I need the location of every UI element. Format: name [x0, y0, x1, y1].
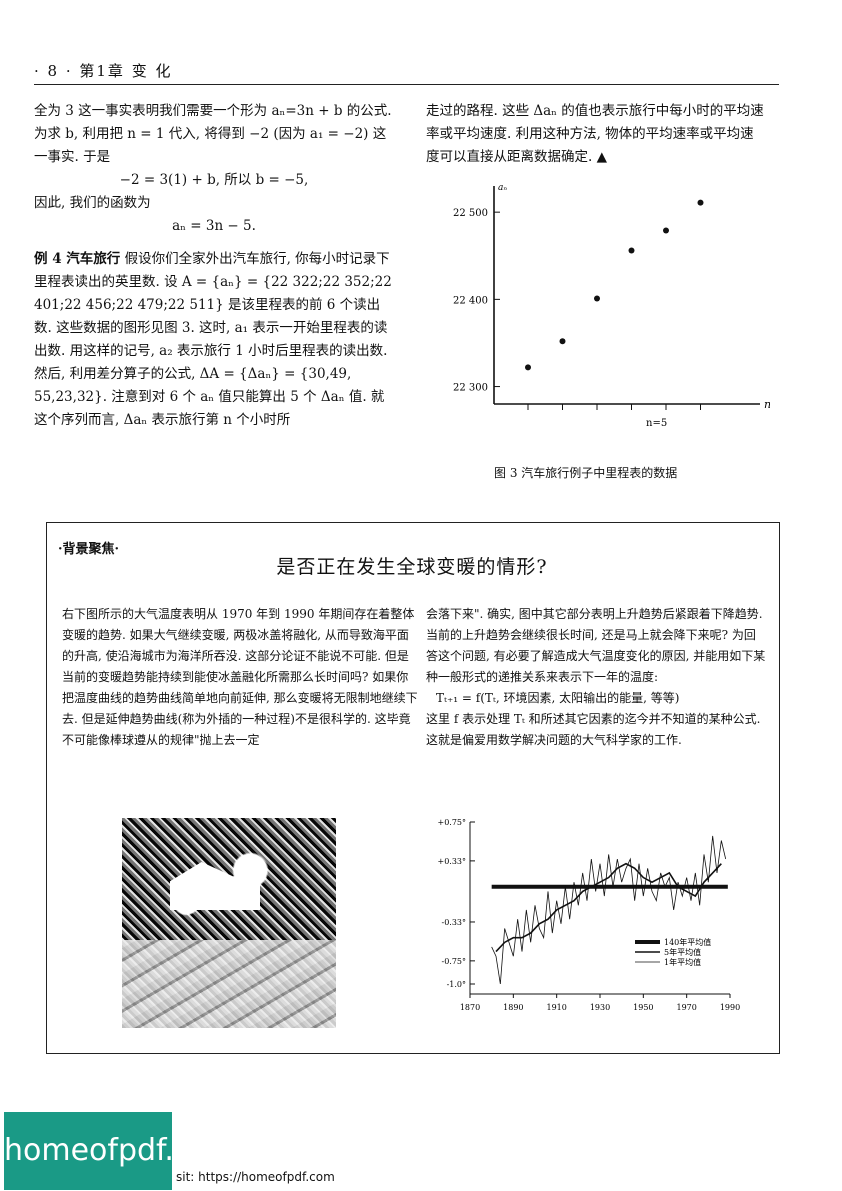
temp-x-tick-label: 1930: [590, 1003, 610, 1012]
legend-label: 5年平均值: [664, 947, 701, 957]
right-column: 走过的路程. 这些 Δaₙ 的值也表示旅行中每小时的平均速率或平均速度. 利用这…: [426, 103, 764, 165]
recurrence-formula: Tₜ₊₁ = f(Tₜ, 环境因素, 太阳输出的能量, 等等): [436, 691, 680, 705]
figure-3-caption: 图 3 汽车旅行例子中里程表的数据: [494, 466, 678, 480]
temp-y-tick-label: +0.33°: [437, 857, 466, 866]
site-url[interactable]: sit: https://homeofpdf.com: [176, 1170, 335, 1184]
temp-x-tick-label: 1870: [460, 1003, 480, 1012]
y-tick-label: 22 300: [453, 383, 488, 394]
left-paragraph-1: 全为 3 这一事实表明我们需要一个形为 aₙ=3n + b 的公式. 为求 b,…: [34, 103, 392, 165]
data-point: [525, 364, 531, 371]
example-4: 例 4 汽车旅行 假设你们全家外出汽车旅行, 你每小时记录下里程表读出的英里数.…: [34, 248, 394, 432]
box-right-paragraph-2: 这里 f 表示处理 Tₜ 和所述其它因素的迄今并不知道的某种公式. 这就是偏爱用…: [426, 712, 761, 747]
temp-x-tick-label: 1950: [633, 1003, 653, 1012]
equation-1: −2 = 3(1) + b, 所以 b = −5,: [119, 172, 309, 188]
data-point: [559, 338, 566, 345]
data-point: [663, 227, 669, 234]
left-paragraph-2: 因此, 我们的函数为: [34, 195, 151, 211]
y-tick-label: 22 500: [453, 208, 488, 219]
temp-series-line: [491, 835, 727, 985]
temp-x-tick-label: 1910: [546, 1003, 566, 1012]
temp-x-tick-label: 1990: [720, 1003, 740, 1012]
box-right-paragraph-1: 会落下来". 确实, 图中其它部分表明上升趋势后紧跟着下降趋势. 当前的上升趋势…: [426, 607, 766, 684]
background-focus-box: [46, 522, 780, 1054]
example-text: 假设你们全家外出汽车旅行, 你每小时记录下里程表读出的英里数. 设 A = {a…: [34, 251, 392, 428]
temp-x-tick-label: 1890: [503, 1003, 523, 1012]
box-right-text: 会落下来". 确实, 图中其它部分表明上升趋势后紧跟着下降趋势. 当前的上升趋势…: [426, 604, 766, 751]
box-left-text: 右下图所示的大气温度表明从 1970 年到 1990 年期间存在着整体变暖的趋势…: [62, 607, 418, 747]
data-point: [697, 199, 704, 206]
header-rule: [34, 84, 779, 85]
data-point: [594, 295, 600, 302]
figure-3-plot: aₙ n 22 300 22 400 22 500 n=5: [453, 183, 770, 429]
y-tick-label: 22 400: [453, 295, 488, 306]
box-tag: ·背景聚焦·: [58, 542, 120, 557]
legend-label: 140年平均值: [664, 937, 711, 947]
data-point: [628, 247, 635, 254]
x-annotation: n=5: [646, 418, 667, 429]
y-axis-label: aₙ: [498, 183, 507, 193]
example-label: 例 4 汽车旅行: [34, 251, 121, 267]
x-axis-label: n: [764, 398, 770, 411]
legend-label: 1年平均值: [664, 957, 701, 967]
temp-y-tick-label: +0.75°: [437, 818, 466, 827]
equation-2: aₙ = 3n − 5.: [172, 218, 256, 234]
running-head: · 8 · 第1章 变 化: [34, 62, 173, 80]
figure-3-chart: aₙ n 22 300 22 400 22 500 n=5: [453, 183, 770, 429]
site-logo[interactable]: homeofpdf.com: [4, 1112, 238, 1190]
photo-ice: [122, 940, 336, 1028]
left-column: 全为 3 这一事实表明我们需要一个形为 aₙ=3n + b 的公式. 为求 b,…: [34, 100, 394, 432]
temperature-plot: +0.75° +0.33° -0.33° -0.75° -1.0° 1870 1890 191…: [437, 818, 740, 1012]
temperature-chart: +0.75° +0.33° -0.33° -0.75° -1.0° 1870 1890 191…: [437, 818, 740, 1012]
box-title: 是否正在发生全球变暖的情形?: [276, 556, 548, 578]
temp-y-tick-label: -1.0°: [447, 980, 466, 989]
temp-y-tick-label: -0.75°: [441, 957, 466, 966]
temp-x-tick-label: 1970: [676, 1003, 696, 1012]
temp-y-tick-label: -0.33°: [441, 918, 466, 927]
